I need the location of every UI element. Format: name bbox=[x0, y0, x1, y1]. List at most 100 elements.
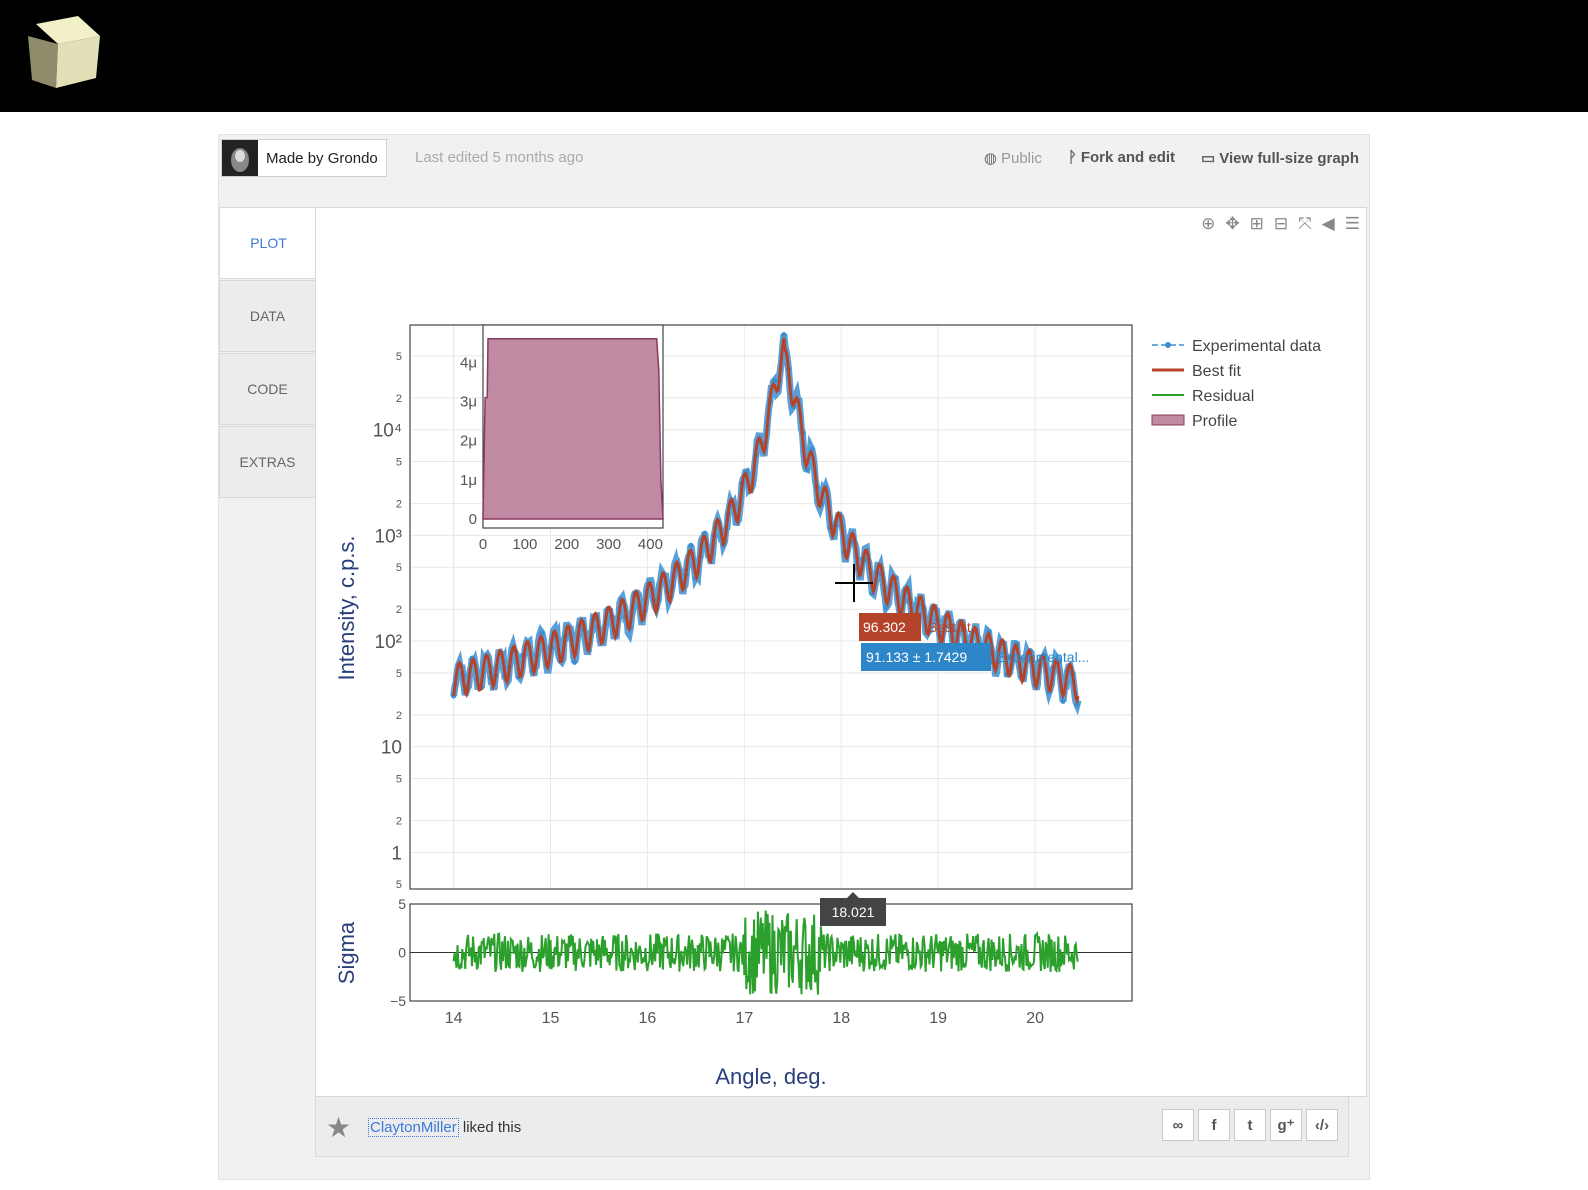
x-axis-title: Angle, deg. bbox=[715, 1064, 826, 1089]
hover-best-fit-value: 96.302 bbox=[863, 619, 906, 635]
zoom-icon[interactable]: ⊕ bbox=[1201, 214, 1216, 233]
inset-x-tick-label: 400 bbox=[638, 536, 663, 553]
y-minor-tick-label: 2 bbox=[396, 710, 402, 722]
cube-icon[interactable] bbox=[24, 14, 104, 90]
zoom-in-icon[interactable]: ⊞ bbox=[1249, 214, 1264, 233]
tab-data[interactable]: DATA bbox=[219, 280, 316, 352]
x-tick-label: 19 bbox=[929, 1010, 947, 1027]
y-minor-tick-label: 5 bbox=[396, 879, 402, 891]
x-tick-label: 16 bbox=[639, 1010, 657, 1027]
hover-best-fit-label: Best fit bbox=[928, 619, 971, 635]
author-badge[interactable]: Made by Grondo bbox=[221, 139, 387, 177]
sigma-y-tick-label: 5 bbox=[398, 896, 406, 912]
cursor-crosshair bbox=[835, 564, 873, 602]
y-minor-tick-label: 5 bbox=[396, 562, 402, 574]
inset-y-tick-label: 0 bbox=[469, 511, 477, 528]
tab-extras[interactable]: EXTRAS bbox=[219, 426, 316, 498]
last-edited-text: Last edited 5 months ago bbox=[415, 149, 584, 166]
x-tick-label: 20 bbox=[1026, 1010, 1044, 1027]
hover-best-fit: 96.302 Best fit bbox=[859, 613, 971, 641]
public-label: Public bbox=[1000, 150, 1042, 167]
y-minor-tick-label: 5 bbox=[396, 351, 402, 363]
view-full-label: View full-size graph bbox=[1219, 150, 1359, 167]
x-tick-label: 18 bbox=[832, 1010, 850, 1027]
y-minor-tick-label: 2 bbox=[396, 816, 402, 828]
x-tick-label: 15 bbox=[542, 1010, 560, 1027]
legend-label[interactable]: Best fit bbox=[1192, 363, 1241, 380]
twitter-icon[interactable]: t bbox=[1234, 1109, 1266, 1141]
legend-swatch-marker bbox=[1165, 342, 1171, 348]
liked-suffix: liked this bbox=[462, 1119, 522, 1136]
experimental-data-point bbox=[688, 542, 694, 548]
meta-bar: Made by Grondo Last edited 5 months ago … bbox=[219, 135, 1369, 205]
share-buttons: ∞ f t g⁺ ‹/› bbox=[1162, 1109, 1338, 1141]
legend-label[interactable]: Experimental data bbox=[1192, 338, 1321, 355]
y-minor-tick-label: 5 bbox=[396, 774, 402, 786]
hover-x-value: 18.021 bbox=[832, 904, 875, 920]
monitor-icon: ▭ bbox=[1201, 150, 1216, 167]
y-tick-label: 10 bbox=[381, 738, 402, 759]
embed-icon[interactable]: ‹/› bbox=[1306, 1109, 1338, 1141]
hover-compare-icon[interactable]: ☰ bbox=[1344, 214, 1360, 233]
fork-button[interactable]: ᚹ Fork and edit bbox=[1068, 149, 1175, 167]
public-link[interactable]: ◍ Public bbox=[984, 149, 1042, 167]
tab-list: PLOT DATA CODE EXTRAS bbox=[219, 207, 317, 499]
experimental-data-point bbox=[883, 604, 889, 610]
y-minor-tick-label: 5 bbox=[396, 457, 402, 469]
link-icon[interactable]: ∞ bbox=[1162, 1109, 1194, 1141]
y-minor-tick-label: 2 bbox=[396, 499, 402, 511]
tab-plot[interactable]: PLOT bbox=[219, 207, 317, 279]
y-tick-label: 10³ bbox=[375, 526, 402, 547]
google-plus-icon[interactable]: g⁺ bbox=[1270, 1109, 1302, 1141]
hover-exp-value: 91.133 ± 1.7429 bbox=[866, 649, 967, 665]
experimental-data-point bbox=[781, 331, 787, 338]
hover-x-label: 18.021 bbox=[820, 892, 886, 926]
facebook-icon[interactable]: f bbox=[1198, 1109, 1230, 1141]
inset-x-tick-label: 200 bbox=[554, 536, 579, 553]
experimental-data-point bbox=[771, 377, 778, 384]
author-name[interactable]: Grondo bbox=[327, 149, 378, 167]
y-minor-tick-label: 5 bbox=[396, 668, 402, 680]
sigma-y-tick-label: 0 bbox=[398, 945, 406, 961]
hover-experimental: 91.133 ± 1.7429 Experimental... bbox=[861, 643, 1089, 671]
zoom-out-icon[interactable]: ⊟ bbox=[1273, 214, 1289, 233]
modebar: ⊕ ✥ ⊞ ⊟ ⤧ ◀ ☰ bbox=[1201, 214, 1360, 234]
graph-panel: Made by Grondo Last edited 5 months ago … bbox=[218, 134, 1370, 1180]
fork-label: Fork and edit bbox=[1080, 149, 1176, 166]
legend-swatch bbox=[1151, 414, 1185, 426]
residual-series bbox=[452, 910, 1079, 995]
made-by-text: Made by bbox=[266, 149, 324, 167]
inset-y-tick-label: 3μ bbox=[460, 394, 477, 411]
legend-label[interactable]: Profile bbox=[1192, 413, 1237, 430]
profile-area bbox=[482, 338, 664, 520]
plot-area: ⊕ ✥ ⊞ ⊟ ⤧ ◀ ☰ 1 10 10² 10³ 10⁴ 5 2 5 2 5 2 5 2 5 2 5 0 1… bbox=[315, 207, 1367, 1097]
legend[interactable]: Experimental data Best fit Residual Profile bbox=[1151, 338, 1321, 430]
inset-x-tick-label: 0 bbox=[479, 536, 487, 553]
y-tick-label: 10⁴ bbox=[373, 421, 402, 442]
star-icon[interactable]: ★ bbox=[326, 1112, 352, 1143]
autoscale-icon[interactable]: ⤧ bbox=[1298, 214, 1312, 233]
globe-icon: ◍ bbox=[983, 150, 997, 167]
x-tick-label: 14 bbox=[445, 1010, 463, 1027]
experimental-data-point bbox=[571, 659, 578, 665]
hover-closest-icon[interactable]: ◀ bbox=[1321, 214, 1335, 233]
y-minor-tick-label: 2 bbox=[396, 604, 402, 616]
hover-exp-label: Experimental... bbox=[996, 649, 1089, 665]
inset-y-tick-label: 2μ bbox=[460, 433, 477, 450]
y-tick-label: 1 bbox=[391, 843, 402, 864]
experimental-data-point bbox=[702, 530, 708, 536]
inset-x-tick-label: 300 bbox=[596, 536, 621, 553]
tab-code[interactable]: CODE bbox=[219, 353, 316, 425]
avatar bbox=[222, 140, 258, 176]
pan-icon[interactable]: ✥ bbox=[1225, 214, 1240, 233]
legend-label[interactable]: Residual bbox=[1192, 388, 1254, 405]
x-tick-label: 17 bbox=[735, 1010, 753, 1027]
liker-link[interactable]: ClaytonMiller bbox=[368, 1118, 459, 1137]
liked-text: ClaytonMiller liked this bbox=[368, 1118, 522, 1137]
inset-y-tick-label: 4μ bbox=[460, 354, 477, 371]
experimental-data-point bbox=[1060, 698, 1066, 704]
inset-y-tick-label: 1μ bbox=[460, 472, 477, 489]
view-full-size-button[interactable]: ▭ View full-size graph bbox=[1201, 149, 1359, 167]
fork-icon: ᚹ bbox=[1067, 149, 1077, 166]
